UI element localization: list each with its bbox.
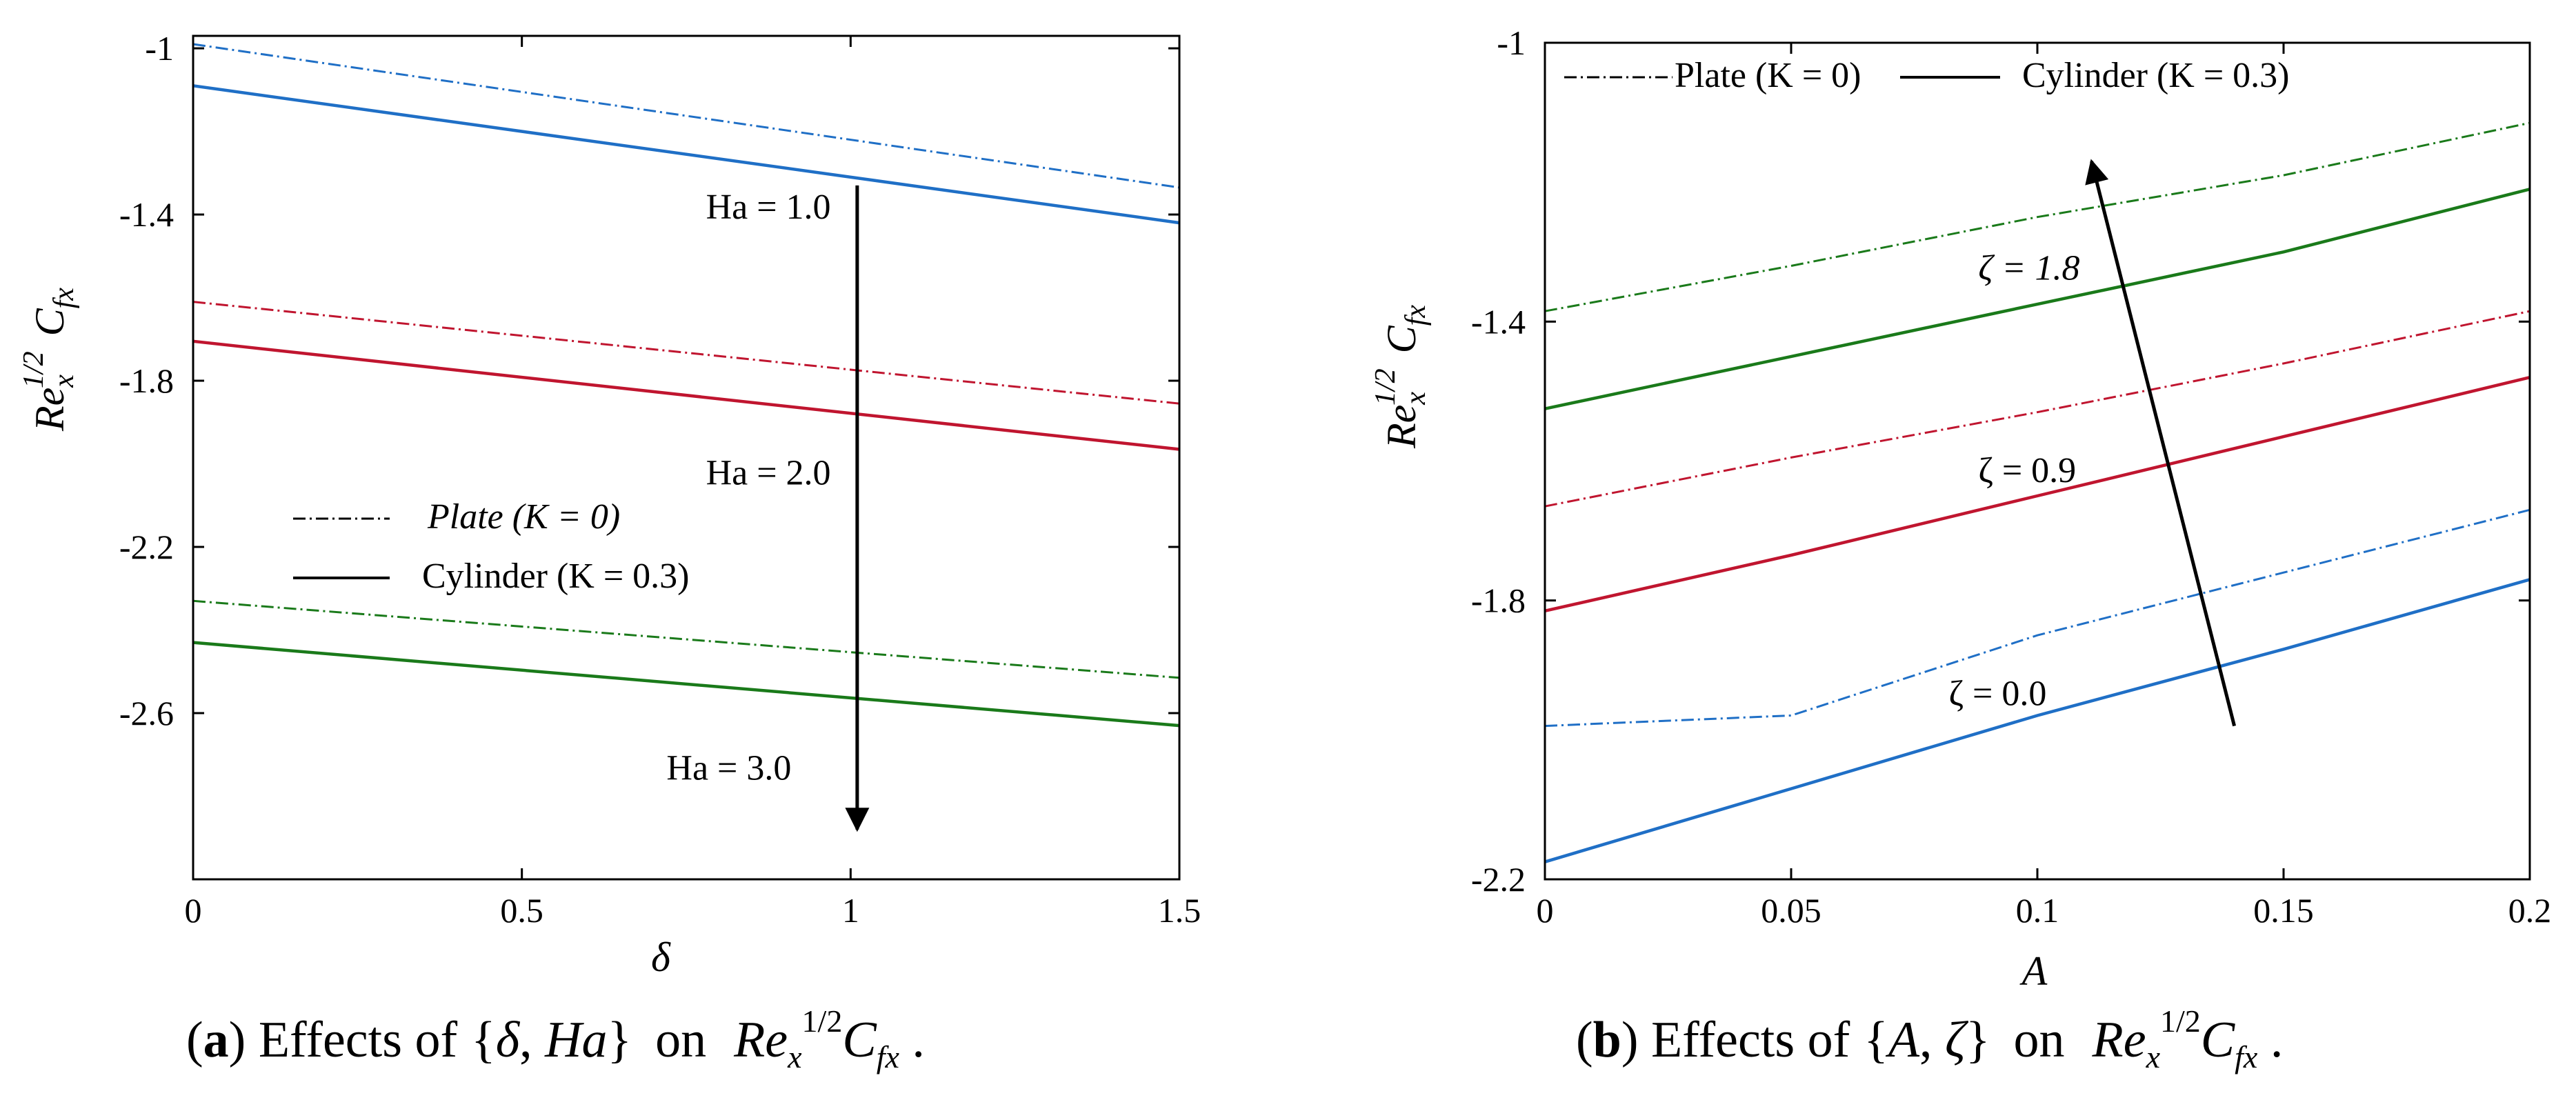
panel-b-series-line-5 bbox=[1544, 578, 2530, 863]
panel-a-x-axis-label: δ bbox=[651, 934, 671, 980]
panel-a-annotation-2: Ha = 3.0 bbox=[666, 748, 791, 788]
panel-a-annotations: Ha = 1.0 Ha = 2.0 Ha = 3.0 bbox=[666, 188, 830, 788]
panel-b-series-group bbox=[1544, 121, 2530, 863]
panel-b-annotation-0: ζ = 1.8 bbox=[1978, 249, 2079, 288]
panel-a-annotation-0: Ha = 1.0 bbox=[706, 188, 831, 227]
panel-b-legend: Plate (K = 0) Cylinder (K = 0.3) bbox=[1564, 56, 2290, 95]
panel-a-caption-set-a: δ bbox=[496, 1012, 521, 1068]
panel-b-y-label-sub: x bbox=[1400, 392, 1432, 406]
panel-b-series-line-4 bbox=[1544, 508, 2530, 728]
panel-b-y-tick-label: -1.8 bbox=[1471, 581, 1526, 620]
panel-b-legend-cylinder-label: Cylinder (K = 0.3) bbox=[2022, 56, 2290, 95]
panel-b-x-axis-label: A bbox=[2019, 948, 2048, 994]
panel-a-y-tick-label: -2.2 bbox=[119, 528, 174, 566]
panel-a-series-line-1 bbox=[192, 84, 1180, 225]
panel-b-legend-plate-label: Plate (K = 0) bbox=[1675, 56, 1861, 95]
panel-a-legend: Plate (K = 0) Cylinder (K = 0.3) bbox=[293, 497, 690, 596]
panel-a-y-tick-label: -1 bbox=[145, 29, 174, 68]
panel-a-y-tick-label: -1.4 bbox=[119, 195, 174, 234]
panel-b-caption-set-a: A bbox=[1885, 1012, 1920, 1068]
panel-b-annotation-2: ζ = 0.0 bbox=[1948, 674, 2046, 713]
panel-a-series-line-0 bbox=[192, 43, 1180, 189]
panel-a-series-line-3 bbox=[192, 339, 1180, 451]
panel-b-caption-label: b bbox=[1593, 1012, 1621, 1068]
panel-a-y-axis-label: Rex1/2 Cfx bbox=[18, 288, 80, 432]
panel-a-ticks: 0 0.5 1 1.5 -1 -1.4 -1.8 -2.2 -2.6 bbox=[119, 29, 1201, 930]
panel-b-ticks: 0 0.05 0.1 0.15 0.2 -1 -1.4 -1.8 -2.2 bbox=[1471, 23, 2551, 930]
svg-text:Rex1/2Cfx: Rex1/2 Cfx bbox=[1370, 305, 1432, 449]
panel-a-annotation-1: Ha = 2.0 bbox=[706, 454, 831, 493]
panel-b-series-line-3 bbox=[1544, 376, 2530, 612]
panel-b-y-tick-label: -1 bbox=[1497, 23, 1526, 62]
panel-a-x-tick-label: 1.5 bbox=[1158, 891, 1201, 930]
panel-a-series-group bbox=[192, 43, 1180, 728]
panel-b-series-line-2 bbox=[1544, 310, 2530, 508]
panel-b-y-tick-label: -1.4 bbox=[1471, 302, 1526, 341]
panel-b-x-tick-label: 0.2 bbox=[2508, 891, 2552, 930]
panel-a-y-label-base: Re bbox=[27, 388, 72, 432]
panel-b-chart: 0 0.05 0.1 0.15 0.2-1-1.4-1.8-2.2 ζ = 1.8ζ =… bbox=[1370, 23, 2551, 1074]
panel-b-y-label-sub2: fx bbox=[1400, 305, 1432, 326]
panel-a-caption: (a) Effects of {δ, Ha} on Rex1/2Cfx . bbox=[186, 1003, 925, 1074]
panel-a-caption-set-b: Ha bbox=[544, 1012, 607, 1068]
panel-a-y-tick-label: -2.6 bbox=[119, 694, 174, 732]
panel-a-x-tick-label: 0 bbox=[185, 891, 202, 930]
panel-a-caption-on: on bbox=[655, 1012, 706, 1068]
panel-b-x-tick-label: 0.15 bbox=[2253, 891, 2314, 930]
panel-b-annotations: ζ = 1.8 ζ = 0.9 ζ = 0.0 bbox=[1948, 249, 2079, 714]
panel-b-series-line-1 bbox=[1544, 188, 2530, 410]
panel-a-y-label-sub2: fx bbox=[48, 288, 80, 309]
panel-a-y-label-sub: x bbox=[48, 374, 80, 388]
panel-b-x-tick-label: 0.05 bbox=[1761, 891, 1821, 930]
panel-b-series-line-0 bbox=[1544, 121, 2530, 312]
panel-a-caption-text: Effects of bbox=[259, 1012, 458, 1068]
panel-b-caption: (b) Effects of {A, ζ} on Rex1/2Cfx . bbox=[1576, 1003, 2283, 1074]
panel-a-caption-label: a bbox=[203, 1012, 229, 1068]
panel-b-y-label-base2: C bbox=[1379, 325, 1424, 353]
panel-a-legend-plate-label: Plate (K = 0) bbox=[427, 497, 620, 537]
panel-a-series-line-2 bbox=[192, 301, 1180, 405]
panel-b-y-axis-label: Rex1/2 Cfx bbox=[1370, 305, 1432, 449]
panel-b-x-tick-label: 0 bbox=[1537, 891, 1554, 930]
panel-b-y-tick-label: -2.2 bbox=[1471, 860, 1526, 899]
panel-a-y-tick-label: -1.8 bbox=[119, 361, 174, 400]
panel-a-legend-cylinder-label: Cylinder (K = 0.3) bbox=[422, 557, 690, 596]
panel-b-caption-on: on bbox=[2014, 1012, 2065, 1068]
panel-b-annotation-1: ζ = 0.9 bbox=[1978, 451, 2076, 490]
panel-b-x-tick-label: 0.1 bbox=[2016, 891, 2059, 930]
panel-a-series-line-5 bbox=[192, 641, 1180, 728]
panel-a-plot-frame bbox=[192, 34, 1181, 881]
panel-b-caption-set-b: ζ bbox=[1945, 1012, 1969, 1068]
panel-a-series-line-4 bbox=[192, 599, 1180, 679]
panel-b-y-label-base: Re bbox=[1379, 405, 1424, 449]
panel-b-trend-arrow bbox=[2085, 159, 2237, 727]
panel-a-x-tick-label: 1 bbox=[842, 891, 859, 930]
panel-a-x-tick-label: 0.5 bbox=[500, 891, 543, 930]
panel-a-y-label-base2: C bbox=[27, 308, 72, 336]
panel-a-y-label-sup: 1/2 bbox=[18, 351, 50, 388]
svg-text:Rex1/2Cfx: Rex1/2 Cfx bbox=[18, 288, 80, 432]
panel-a-chart: 0 0.5 1 1.5-1-1.4-1.8-2.2-2.6 Ha = 1.0Ha = … bbox=[18, 29, 1201, 1074]
panel-b-y-label-sup: 1/2 bbox=[1370, 368, 1401, 406]
panel-b-caption-text: Effects of bbox=[1651, 1012, 1850, 1068]
